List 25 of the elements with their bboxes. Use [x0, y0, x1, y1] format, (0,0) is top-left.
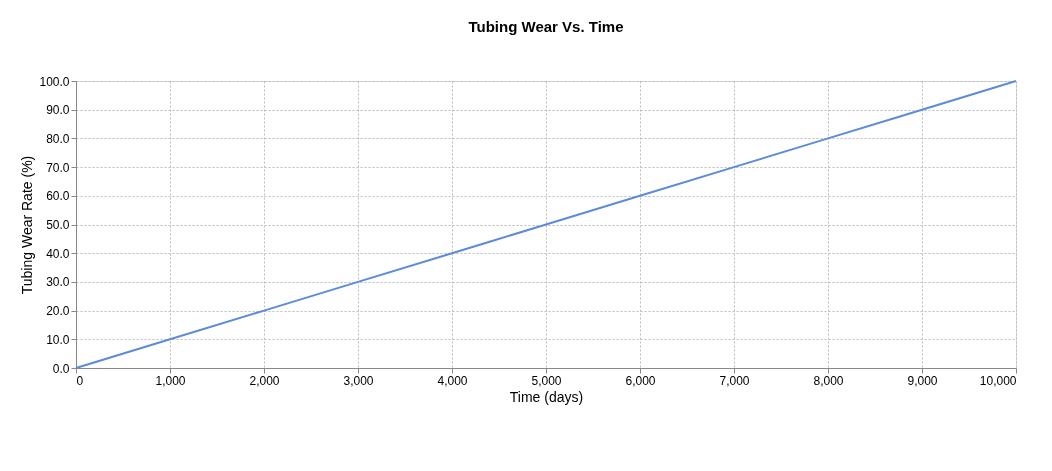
x-tick-label: 7,000: [719, 373, 750, 388]
y-axis-title: Tubing Wear Rate (%): [19, 155, 36, 295]
y-tick-label: 0.0: [52, 361, 70, 376]
x-tick-label: 5,000: [531, 373, 562, 388]
y-tick-label: 50.0: [46, 218, 70, 232]
y-tick-label: 20.0: [46, 304, 70, 319]
chart-title: Tubing Wear Vs. Time: [468, 18, 624, 35]
y-tick-label: 30.0: [46, 275, 70, 290]
x-tick-label: 3,000: [343, 373, 374, 388]
x-tick-label: 9,000: [907, 373, 938, 388]
y-tick-label: 10.0: [46, 332, 70, 347]
x-tick-label: 6,000: [625, 373, 656, 388]
x-tick-label: 1,000: [155, 373, 186, 388]
y-tick-label: 90.0: [46, 103, 70, 118]
x-tick-label: 4,000: [437, 373, 468, 388]
x-tick-label: 10,000: [979, 373, 1017, 388]
y-tick-label: 60.0: [46, 189, 70, 204]
y-tick-label: 100.0: [39, 74, 70, 89]
x-tick-label: 2,000: [249, 373, 280, 388]
x-tick-label: 0: [76, 373, 84, 388]
y-tick-label: 40.0: [46, 246, 70, 261]
x-axis-title: Time (days): [509, 388, 584, 405]
x-tick-label: 8,000: [813, 373, 844, 388]
y-tick-label: 80.0: [46, 131, 70, 146]
y-tick-label: 70.0: [46, 160, 70, 175]
